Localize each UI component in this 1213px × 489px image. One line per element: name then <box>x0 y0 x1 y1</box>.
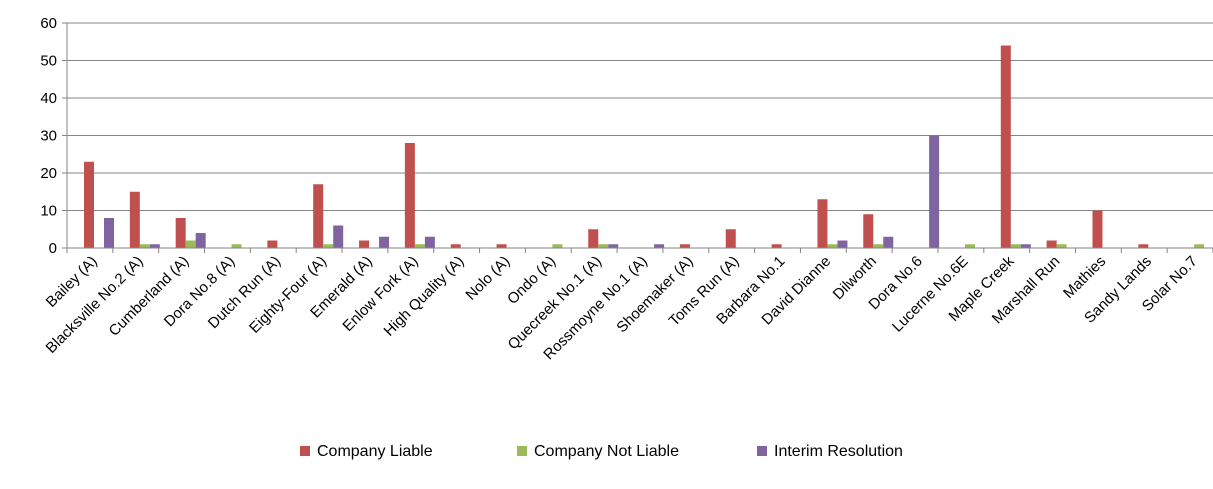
bar <box>129 191 140 248</box>
x-tick-label: Cumberland (A) <box>106 253 193 340</box>
legend-swatch <box>300 446 310 456</box>
bar <box>1092 210 1103 248</box>
bar <box>725 229 736 248</box>
y-axis-ticks: 0 10 20 30 40 50 60 <box>40 15 67 257</box>
bar <box>552 244 563 248</box>
gridlines <box>67 22 1213 211</box>
x-tick-label: High Quality (A) <box>381 253 468 340</box>
bar <box>496 244 507 248</box>
bar <box>964 244 975 248</box>
y-tick-label: 0 <box>49 240 57 257</box>
bar <box>817 199 828 248</box>
bar <box>827 244 838 248</box>
y-tick-label: 50 <box>40 53 57 70</box>
bar <box>1194 244 1205 248</box>
bar <box>1020 244 1031 248</box>
bar <box>873 244 884 248</box>
bar <box>139 244 150 248</box>
y-tick-label: 20 <box>40 165 57 182</box>
bar <box>588 229 599 248</box>
bar <box>267 240 278 248</box>
bar <box>1138 244 1149 248</box>
x-axis-ticks: Bailey (A)Blacksville No.2 (A)Cumberland… <box>43 248 1213 363</box>
bar <box>104 218 114 248</box>
axes <box>66 23 1213 249</box>
y-tick-label: 10 <box>40 203 57 220</box>
bar <box>313 184 324 248</box>
bar <box>1000 45 1011 248</box>
bar <box>1046 240 1057 248</box>
bar <box>195 233 206 248</box>
bar <box>185 240 196 248</box>
bar <box>84 161 94 248</box>
legend: Company Liable Company Not Liable Interim … <box>300 443 903 460</box>
bar <box>175 218 186 248</box>
bar <box>598 244 609 248</box>
y-tick-label: 30 <box>40 128 57 145</box>
legend-label: Company Not Liable <box>534 443 679 460</box>
bar <box>771 244 782 248</box>
bar <box>323 244 334 248</box>
bar <box>654 244 665 248</box>
bar <box>837 240 848 248</box>
legend-swatch <box>517 446 527 456</box>
bar <box>404 143 415 248</box>
bar <box>379 236 390 248</box>
bar <box>414 244 425 248</box>
bar <box>679 244 690 248</box>
bar <box>359 240 370 248</box>
bar <box>1056 244 1067 248</box>
y-tick-label: 40 <box>40 90 57 107</box>
bar <box>424 236 435 248</box>
bars <box>84 45 1205 248</box>
bar <box>333 225 344 248</box>
bar <box>863 214 874 248</box>
bar <box>608 244 619 248</box>
bar <box>929 135 940 248</box>
bar <box>1010 244 1021 248</box>
legend-label: Interim Resolution <box>774 443 903 460</box>
legend-label: Company Liable <box>317 443 433 460</box>
legend-swatch <box>757 446 767 456</box>
bar <box>231 244 242 248</box>
bar <box>149 244 160 248</box>
y-tick-label: 60 <box>40 15 57 32</box>
bar <box>883 236 894 248</box>
bar <box>450 244 461 248</box>
